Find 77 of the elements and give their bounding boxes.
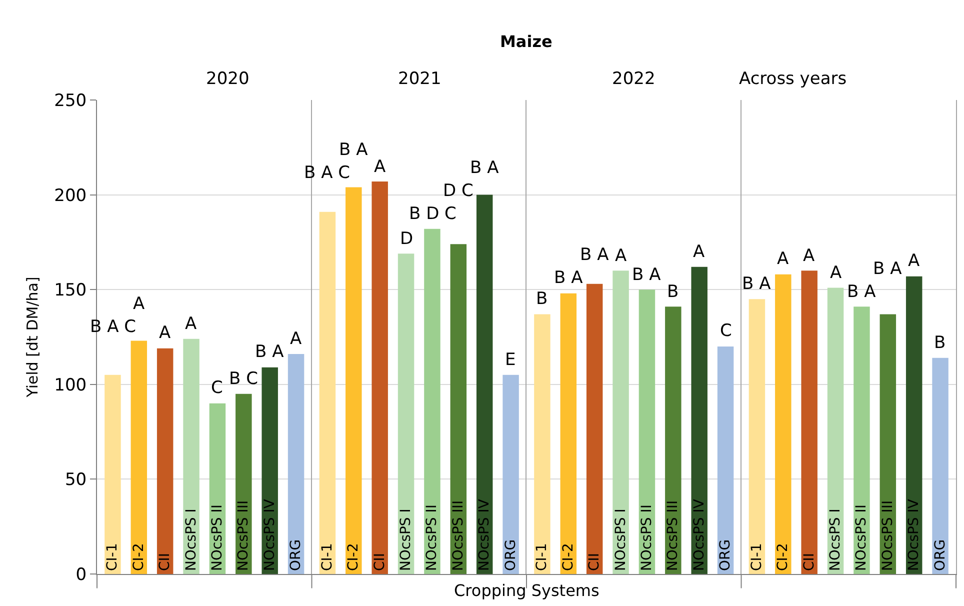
data-label: B A <box>470 158 500 178</box>
x-tick-label: NOcsPS II <box>209 504 226 571</box>
x-tick-label: CI-2 <box>130 543 147 571</box>
data-label: B A <box>339 140 368 160</box>
y-tick-label: 100 <box>54 375 87 396</box>
data-label: B A <box>873 259 902 279</box>
x-tick-label: CI-1 <box>534 543 550 571</box>
x-tick-label: ORG <box>718 539 734 571</box>
x-tick-label: NOcsPS I <box>828 508 844 571</box>
data-label: B A <box>554 268 584 288</box>
x-tick-label: NOcsPS I <box>183 508 200 571</box>
x-tick-label: CII <box>372 552 388 571</box>
data-label: A <box>803 246 815 266</box>
x-tick-label: NOcsPS III <box>880 500 896 571</box>
data-label: A <box>133 294 145 314</box>
data-label: A <box>185 314 197 334</box>
data-label: A <box>908 251 920 271</box>
x-tick-label: NOcsPS IV <box>691 498 708 571</box>
data-label: B A C <box>304 163 350 183</box>
x-tick-label: ORG <box>502 539 519 571</box>
data-label: B A <box>580 245 610 265</box>
x-tick-label: NOcsPS II <box>854 504 870 571</box>
data-label: A <box>777 249 789 269</box>
x-tick-label: CI-1 <box>748 543 765 571</box>
text: Maize <box>500 32 553 51</box>
text: Cropping Systems <box>454 581 600 600</box>
data-label: E <box>505 350 516 370</box>
x-tick-label: ORG <box>288 539 304 571</box>
data-label: C <box>211 378 223 398</box>
x-tick-label: CI-1 <box>104 543 121 571</box>
x-tick-label: CI-2 <box>560 543 576 571</box>
x-tick-label: NOcsPS III <box>450 500 466 571</box>
y-tick-label: 250 <box>54 90 87 111</box>
chart-subtitle: Across years <box>739 69 847 89</box>
x-tick-label: NOcsPS III <box>236 500 252 571</box>
y-tick-label: 200 <box>54 186 87 206</box>
x-tick-label: CI-1 <box>319 543 336 571</box>
data-label: A <box>159 323 171 343</box>
y-axis-title: Yield [dt DM/ha] <box>23 276 42 398</box>
x-tick-label: CII <box>801 552 818 571</box>
data-label: C <box>720 321 732 341</box>
data-label: A <box>615 246 627 266</box>
data-label: A <box>830 263 842 283</box>
x-tick-label: CI-2 <box>775 543 792 571</box>
data-label: B D C <box>409 204 456 224</box>
data-label: B A <box>255 342 284 362</box>
y-tick-label: 0 <box>76 564 87 585</box>
data-label: A <box>374 157 386 177</box>
x-tick-label: NOcsPS IV <box>476 498 493 571</box>
x-tick-label: NOcsPS I <box>398 508 414 571</box>
data-label: D C <box>443 181 474 201</box>
data-label: D <box>400 229 414 249</box>
chart-subtitle: 2021 <box>398 69 442 89</box>
data-label: B A <box>632 265 662 285</box>
x-tick-label: NOcsPS I <box>612 508 629 571</box>
y-tick-label: 150 <box>54 280 87 301</box>
data-label: A <box>290 329 302 349</box>
data-label: B <box>667 282 679 302</box>
data-label: A <box>693 242 705 262</box>
x-tick-label: NOcsPS IV <box>262 498 278 571</box>
data-label: B A C <box>90 317 136 337</box>
x-tick-label: NOcsPS III <box>665 500 682 571</box>
x-tick-label: CII <box>157 552 174 571</box>
data-label: B A <box>742 274 772 294</box>
x-tick-label: CI-2 <box>346 543 362 571</box>
x-tick-label: NOcsPS II <box>424 504 440 571</box>
data-label: B C <box>229 369 258 389</box>
y-tick-label: 50 <box>64 470 87 490</box>
x-tick-label: NOcsPS II <box>638 504 655 571</box>
data-label: B <box>536 289 548 309</box>
x-tick-label: NOcsPS IV <box>906 498 922 571</box>
chart-subtitle: 2020 <box>206 69 250 89</box>
data-label: B A <box>847 282 876 302</box>
x-tick-label: ORG <box>932 539 948 571</box>
data-label: B <box>934 333 946 353</box>
x-tick-label: CII <box>586 552 603 571</box>
chart-subtitle: 2022 <box>612 69 656 89</box>
